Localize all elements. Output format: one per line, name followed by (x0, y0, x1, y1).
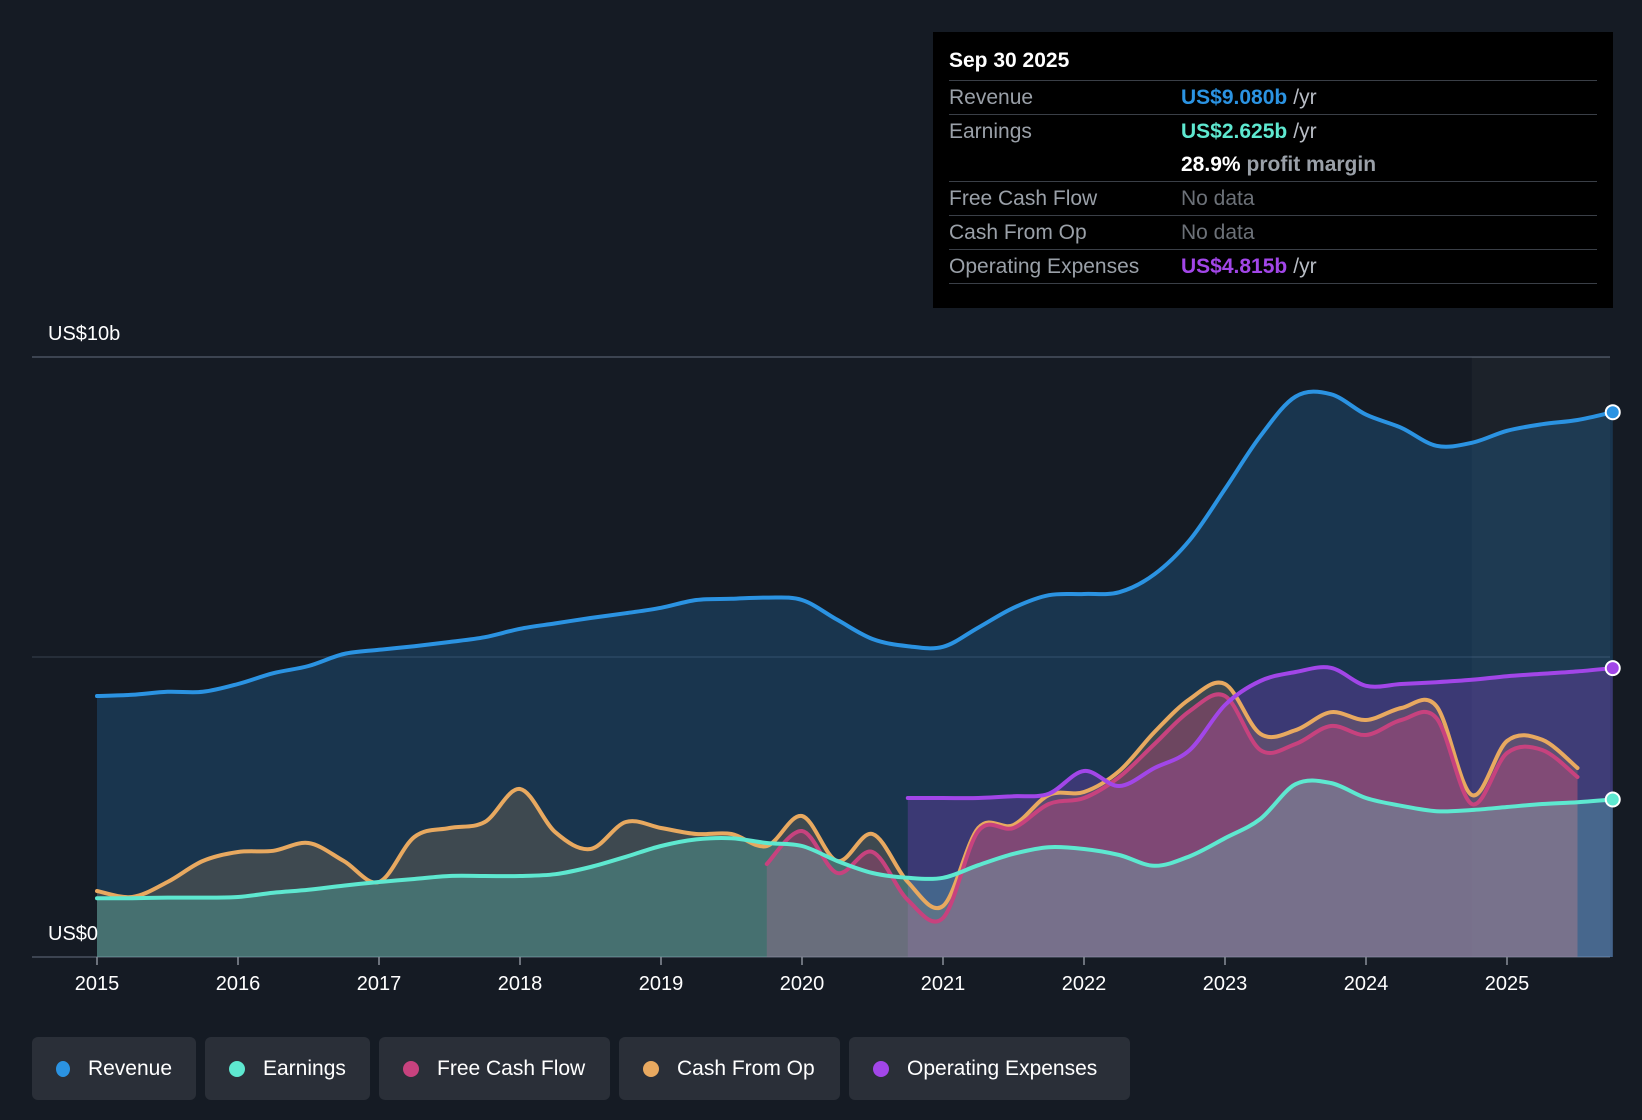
x-tick-label: 2022 (1062, 973, 1107, 995)
legend-fcf-label: Free Cash Flow (437, 1056, 586, 1080)
tooltip-opex-unit: /yr (1293, 254, 1317, 278)
tooltip-opex-label: Operating Expenses (949, 254, 1140, 278)
x-tick-label: 2016 (216, 973, 261, 995)
tooltip-opex-value: US$4.815b (1181, 254, 1288, 278)
tooltip-earnings-unit: /yr (1293, 119, 1317, 143)
tooltip-revenue-label: Revenue (949, 85, 1034, 109)
revenue-end-marker[interactable] (1604, 404, 1621, 421)
series-areas (97, 391, 1613, 958)
tooltip-date: Sep 30 2025 (949, 49, 1070, 72)
tooltip-row-opex: Operating Expenses US$4.815b /yr (949, 249, 1597, 284)
tooltip-row-fcf: Free Cash Flow No data (949, 181, 1597, 215)
earnings-end-marker[interactable] (1604, 791, 1621, 808)
revenue-area (97, 391, 1613, 958)
legend-item-opex[interactable]: Operating Expenses (849, 1037, 1130, 1100)
revenue-line (95, 389, 1615, 698)
grid (32, 356, 1610, 958)
fcf-dot-icon (403, 1060, 419, 1077)
x-axis-ticks: 2015 2016 2017 2018 2019 2020 2021 2022 2023 2024… (75, 957, 1530, 995)
tooltip-revenue-unit: /yr (1293, 85, 1317, 109)
tooltip: Sep 30 2025 Revenue US$9.080b /yr Earnin… (933, 32, 1613, 308)
fcf-line (764, 692, 1580, 924)
earnings-line (95, 778, 1615, 901)
fcf-area (766, 694, 1578, 957)
opex-line (905, 665, 1615, 801)
legend-item-fcf[interactable]: Free Cash Flow (379, 1037, 610, 1100)
tooltip-fcf-label: Free Cash Flow (949, 186, 1098, 210)
tooltip-row-earnings: Earnings US$2.625b /yr (949, 114, 1597, 148)
x-tick-label: 2018 (498, 973, 543, 995)
tooltip-cfo-value: No data (1181, 220, 1255, 244)
tooltip-margin-value: 28.9% (1181, 152, 1241, 176)
tooltip-margin-label: profit margin (1246, 152, 1377, 176)
x-tick-label: 2024 (1344, 973, 1389, 995)
cfo-dot-icon (643, 1060, 659, 1077)
opex-area (907, 667, 1613, 957)
tooltip-earnings-value: US$2.625b (1181, 119, 1288, 143)
x-tick-label: 2017 (357, 973, 402, 995)
legend-cfo-label: Cash From Op (677, 1056, 815, 1080)
cfo-line (95, 680, 1580, 911)
legend: Revenue Earnings Free Cash Flow Cash Fro… (32, 1037, 1130, 1100)
legend-item-earnings[interactable]: Earnings (205, 1037, 370, 1100)
series-lines (95, 389, 1615, 924)
x-tick-label: 2019 (639, 973, 684, 995)
tooltip-row-revenue: Revenue US$9.080b /yr (949, 80, 1597, 114)
opex-dot-icon (873, 1060, 889, 1077)
legend-item-revenue[interactable]: Revenue (32, 1037, 196, 1100)
tooltip-revenue-value: US$9.080b (1181, 85, 1288, 109)
legend-opex-label: Operating Expenses (907, 1056, 1098, 1080)
legend-revenue-label: Revenue (87, 1056, 172, 1080)
x-tick-label: 2020 (780, 973, 825, 995)
tooltip-fcf-value: No data (1181, 186, 1255, 210)
revenue-dot-icon (56, 1060, 70, 1077)
x-tick-label: 2015 (75, 973, 120, 995)
tooltip-row-cfo: Cash From Op No data (949, 215, 1597, 249)
legend-earnings-label: Earnings (263, 1056, 346, 1080)
y-axis-bottom-label: US$0 (48, 923, 98, 945)
tooltip-earnings-label: Earnings (949, 119, 1032, 143)
x-tick-label: 2021 (921, 973, 966, 995)
cfo-area (97, 682, 1578, 957)
legend-item-cfo[interactable]: Cash From Op (619, 1037, 840, 1100)
x-tick-label: 2025 (1485, 973, 1530, 995)
x-tick-label: 2023 (1203, 973, 1248, 995)
opex-end-marker[interactable] (1604, 660, 1621, 677)
y-axis-top-label: US$10b (48, 323, 120, 345)
end-markers (1604, 404, 1621, 808)
tooltip-row-margin: 28.9% profit margin (949, 148, 1597, 181)
tooltip-cfo-label: Cash From Op (949, 220, 1087, 244)
earnings-dot-icon (229, 1060, 245, 1077)
